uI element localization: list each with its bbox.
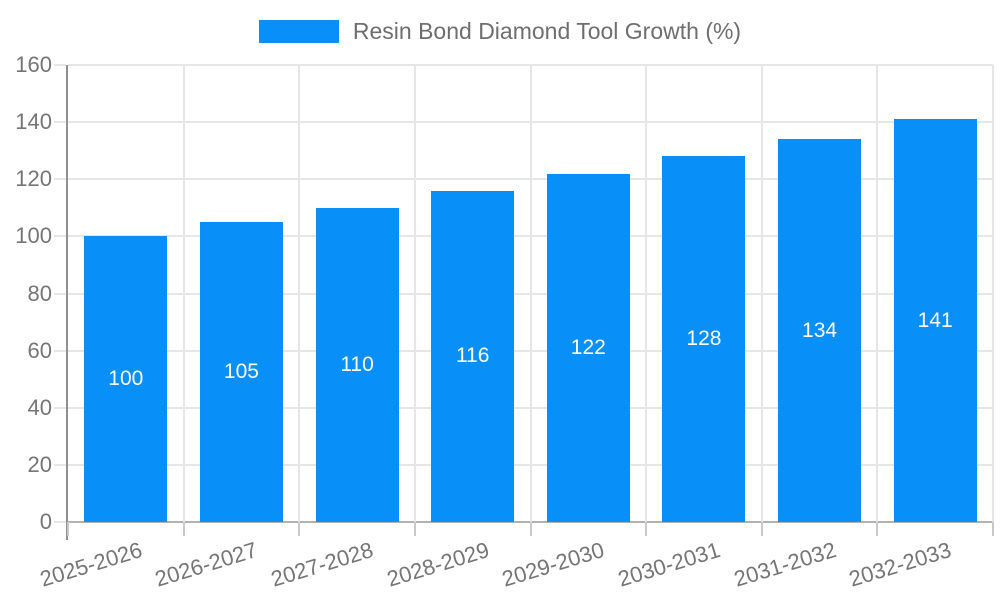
x-axis-tick — [413, 522, 416, 536]
y-axis-tick — [54, 121, 66, 124]
v-gridline — [182, 65, 185, 522]
y-axis-line — [66, 65, 68, 540]
plot-area: 0 20 40 60 80 100 120 140 160 100 105 110 116 122 128 1… — [15, 52, 994, 592]
y-tick-label: 20 — [27, 451, 52, 477]
v-gridline — [992, 65, 994, 522]
y-axis-tick — [54, 292, 66, 295]
y-axis-tick — [54, 521, 66, 523]
bar[interactable]: 110 — [315, 207, 399, 522]
bar-value-label: 110 — [340, 352, 374, 376]
bar-value-label: 134 — [802, 318, 838, 342]
y-axis-tick — [54, 406, 66, 409]
x-axis-tick — [760, 522, 763, 536]
x-axis-tick — [298, 522, 301, 536]
bar-value-label: 116 — [455, 344, 490, 368]
y-axis-tick — [54, 64, 66, 66]
y-axis-tick — [54, 235, 66, 238]
y-axis-tick — [54, 349, 66, 352]
x-axis-tick — [876, 522, 879, 536]
bar-value-label: 100 — [108, 367, 144, 391]
v-gridline — [876, 65, 879, 522]
bar-value-label: 128 — [686, 327, 722, 351]
bar[interactable]: 105 — [199, 222, 283, 522]
y-tick-label: 120 — [15, 166, 52, 192]
y-tick-label: 100 — [15, 223, 52, 249]
y-axis-tick — [54, 178, 66, 181]
bar-value-label: 141 — [917, 308, 953, 332]
x-axis-tick — [182, 522, 185, 536]
y-tick-label: 160 — [15, 52, 52, 77]
chart-legend[interactable]: Resin Bond Diamond Tool Growth (%) — [0, 16, 1000, 46]
v-gridline — [298, 65, 301, 522]
bar[interactable]: 116 — [431, 190, 515, 522]
v-gridline — [760, 65, 763, 522]
y-tick-label: 140 — [15, 109, 52, 135]
y-tick-label: 60 — [27, 337, 52, 363]
v-gridline — [529, 65, 532, 522]
x-axis-tick — [67, 522, 69, 536]
y-tick-label: 80 — [27, 280, 52, 306]
bar-value-label: 122 — [570, 335, 606, 359]
bar[interactable]: 128 — [662, 156, 746, 522]
legend-swatch — [258, 19, 339, 43]
bar[interactable]: 100 — [84, 236, 168, 522]
bar-value-label: 105 — [223, 360, 259, 384]
bar[interactable]: 122 — [546, 173, 630, 522]
x-axis-tick — [529, 522, 532, 536]
v-gridline — [413, 65, 416, 522]
legend-label: Resin Bond Diamond Tool Growth (%) — [352, 17, 742, 44]
bar[interactable]: 134 — [778, 139, 862, 522]
y-tick-label: 40 — [27, 394, 52, 420]
v-gridline — [645, 65, 648, 522]
y-axis-tick — [54, 463, 66, 466]
bar[interactable]: 141 — [893, 119, 977, 522]
y-tick-label: 0 — [39, 509, 52, 534]
x-axis-tick — [992, 522, 994, 536]
x-axis-tick — [645, 522, 648, 536]
